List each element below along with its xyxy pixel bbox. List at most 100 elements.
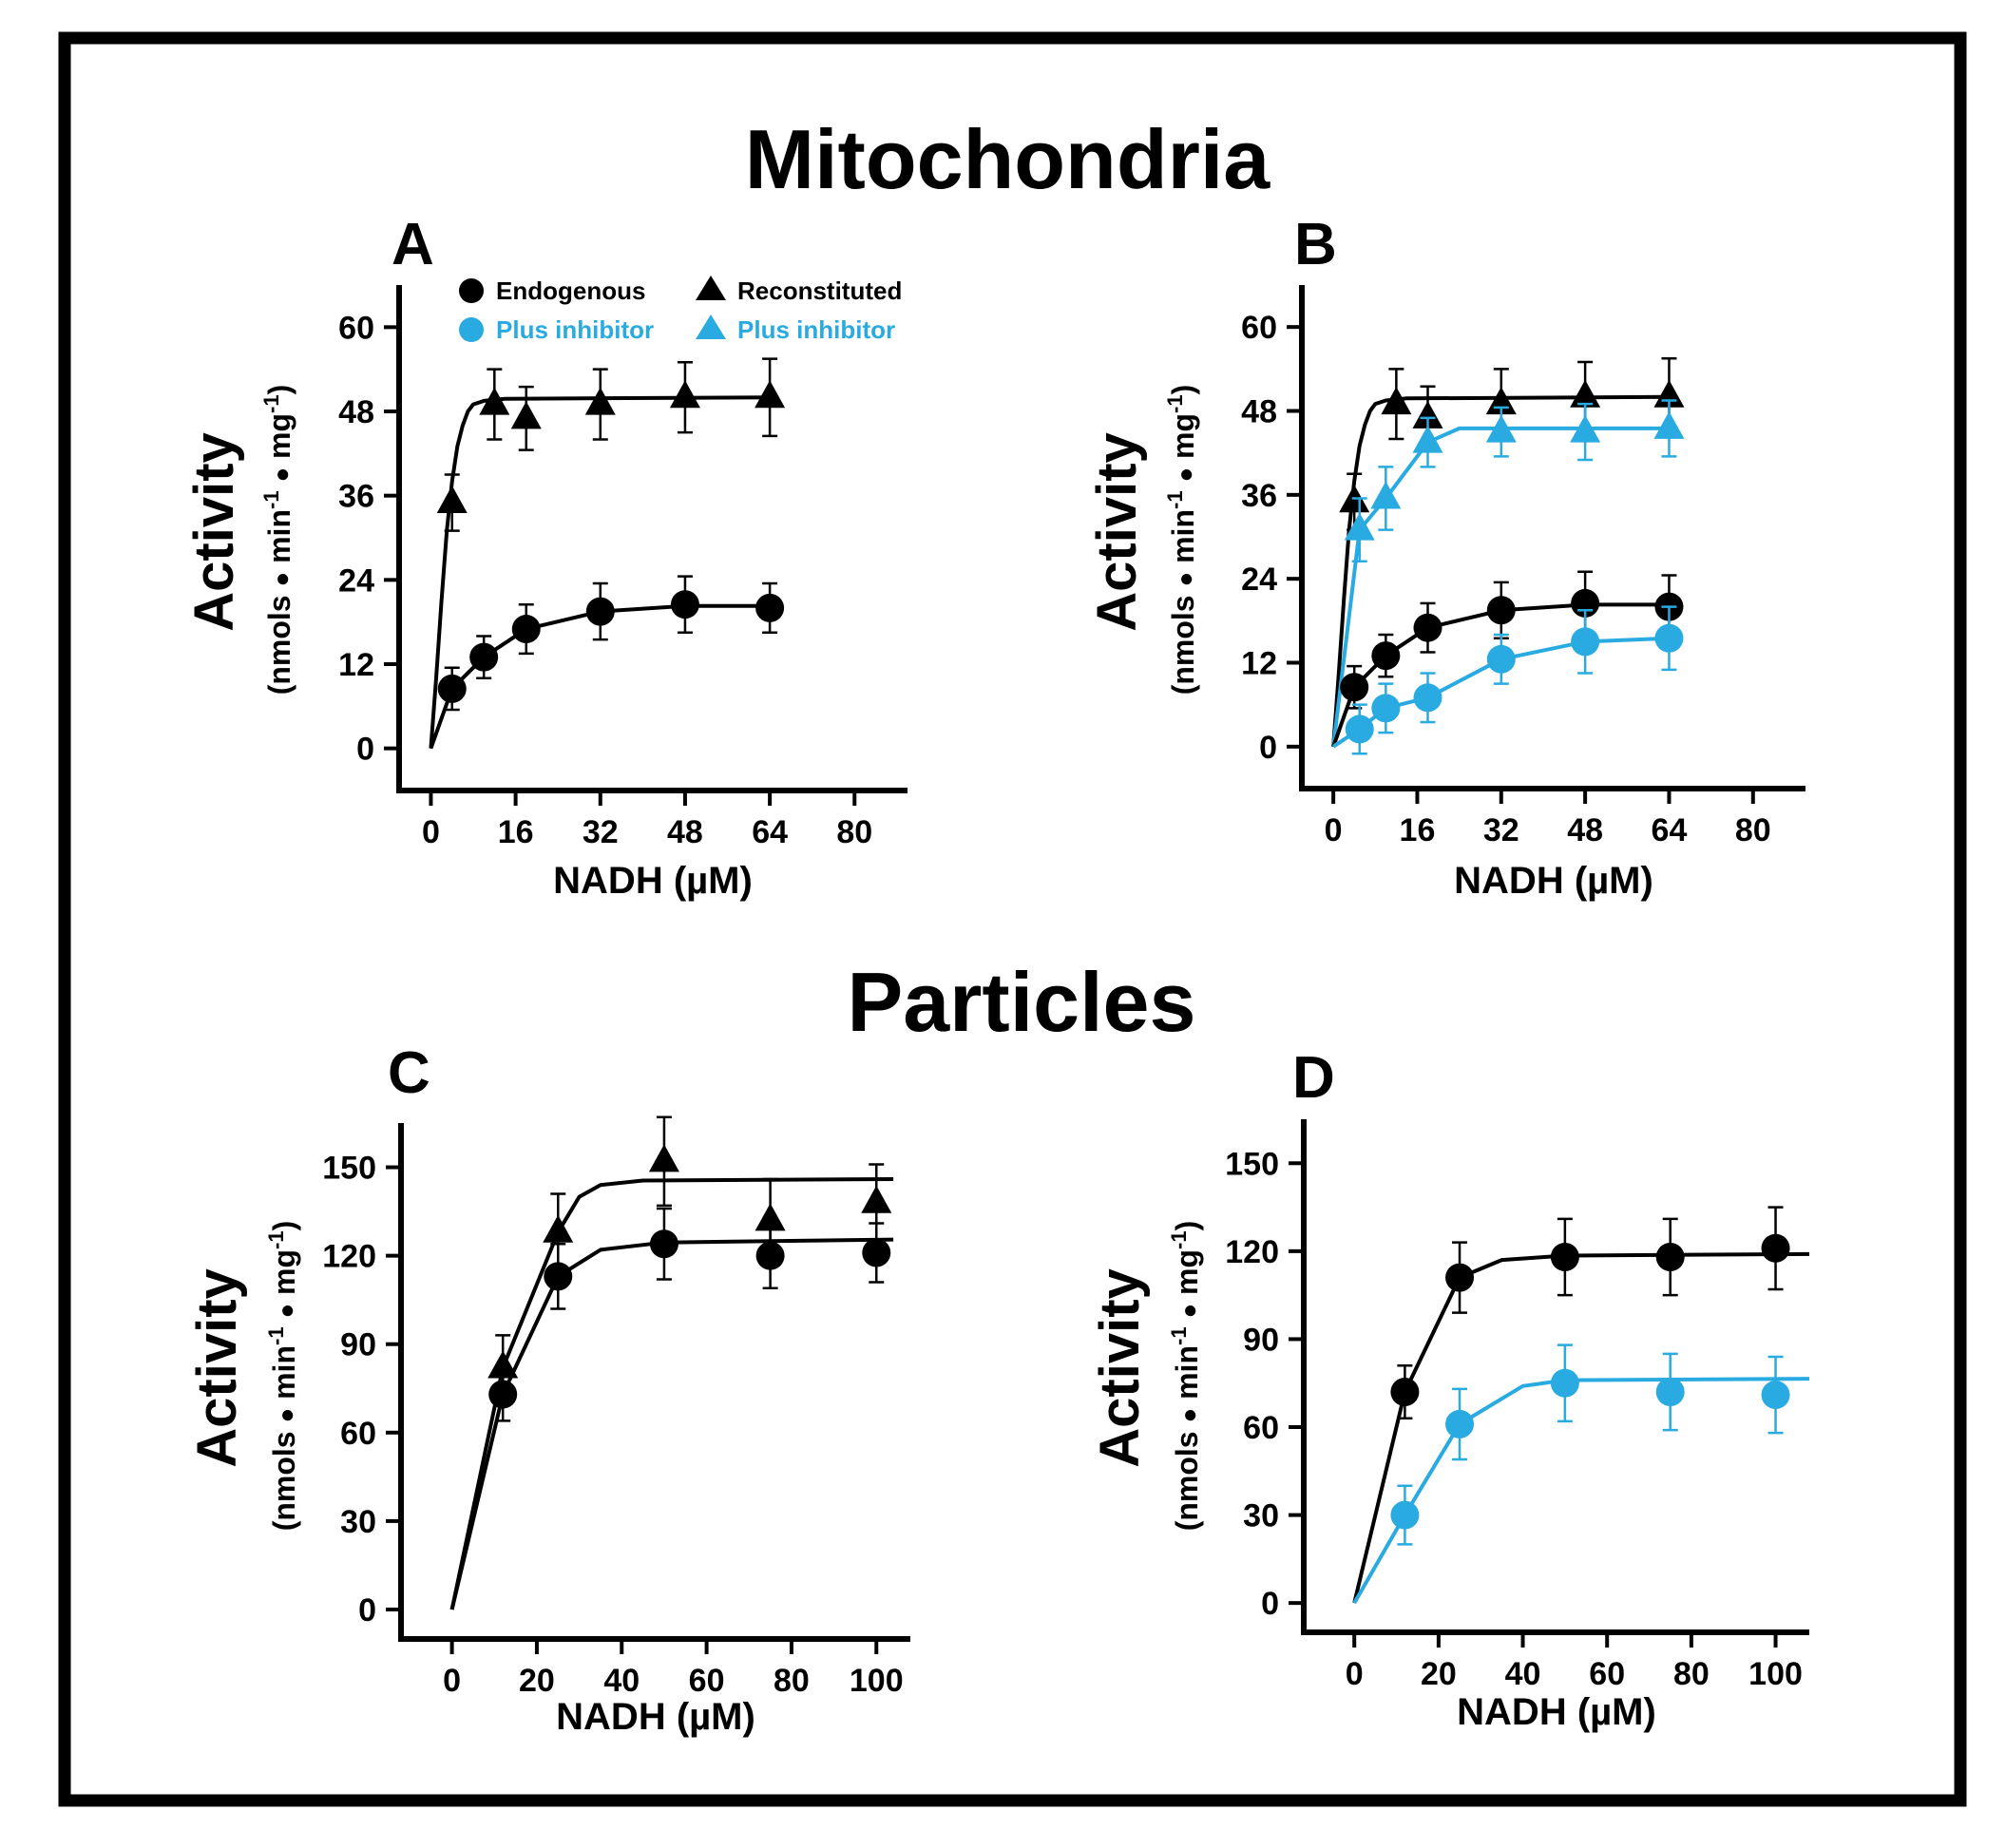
x-tick-label: 16 (498, 814, 534, 850)
legend-label-endogenous: Endogenous (496, 276, 645, 305)
legend-marker-plus-inhibitor-triangle (696, 314, 726, 339)
x-tick-label: 60 (689, 1663, 725, 1699)
x-tick-label: 80 (774, 1663, 810, 1699)
data-point (1570, 379, 1601, 408)
y-units-part (267, 1319, 301, 1327)
y-units-part (1166, 483, 1200, 491)
data-point (1371, 641, 1401, 671)
data-point (1486, 644, 1516, 674)
data-point (755, 380, 786, 409)
y-units-part: ) (1170, 1221, 1204, 1231)
data-point (469, 642, 499, 672)
y-units-part: ● (272, 1408, 300, 1423)
y-units-part: -1 (1167, 1326, 1191, 1345)
data-point (585, 597, 615, 626)
data-point (543, 1214, 574, 1243)
y-tick-label: 24 (338, 562, 374, 599)
y-tick-label: 120 (1225, 1234, 1279, 1270)
x-tick-label: 20 (519, 1663, 555, 1699)
y-axis-units: (nmols ● min-1 ● mg-1) (259, 385, 297, 695)
x-tick-label: 48 (667, 814, 703, 850)
y-units-part: ● (272, 1304, 300, 1319)
fit-line (1352, 1251, 1810, 1604)
legend-label-plus-inhibitor-triangle: Plus inhibitor (737, 315, 895, 344)
x-axis-title: NADH (µM) (1454, 860, 1653, 902)
data-point (649, 1229, 678, 1259)
data-point (1761, 1233, 1790, 1263)
y-tick-label: 24 (1241, 562, 1277, 598)
series-1 (1331, 399, 1685, 748)
x-tick-label: 80 (1735, 812, 1771, 848)
data-point (669, 380, 700, 409)
y-units-part: -1 (1163, 490, 1187, 509)
x-axis-title: NADH (µM) (556, 1696, 755, 1738)
data-point (1413, 613, 1442, 642)
x-tick-label: 100 (850, 1663, 904, 1699)
y-axis-title: Activity (183, 432, 245, 632)
y-units-part: mg (1170, 1249, 1204, 1304)
legend-marker-plus-inhibitor-circle (459, 317, 484, 342)
data-point (755, 1241, 785, 1270)
data-point (487, 1350, 519, 1379)
data-point (488, 1380, 518, 1409)
x-tick-label: 64 (752, 814, 788, 850)
data-point (1413, 683, 1442, 713)
y-units-part: ● (1171, 572, 1199, 587)
data-point (755, 593, 785, 622)
y-units-part: ● (1175, 1408, 1203, 1423)
y-tick-label: 120 (322, 1239, 376, 1275)
series-1 (1352, 1343, 1810, 1605)
y-tick-label: 0 (1261, 1586, 1279, 1622)
data-point (1371, 694, 1401, 723)
legend: Endogenous Plus inhibitor Reconstituted … (459, 276, 902, 344)
legend-marker-reconstituted (696, 276, 726, 300)
y-tick-label: 150 (322, 1151, 376, 1187)
panel-label-c: C (388, 1040, 430, 1106)
y-axis-title: Activity (186, 1268, 248, 1468)
data-point (648, 1144, 679, 1172)
y-units-part: -1 (259, 394, 283, 413)
data-point (436, 486, 468, 514)
y-units-part (1170, 1319, 1204, 1327)
y-tick-label: 60 (338, 310, 374, 346)
x-axis-title: NADH (µM) (553, 860, 753, 902)
y-tick-label: 90 (1243, 1322, 1279, 1358)
y-units-part: ) (1166, 385, 1200, 395)
data-point (1445, 1263, 1475, 1292)
y-tick-label: 30 (340, 1504, 376, 1540)
data-point (1345, 714, 1374, 744)
panel-label-d: D (1292, 1045, 1335, 1111)
x-tick-label: 64 (1652, 812, 1688, 848)
y-units-part: min (1170, 1345, 1204, 1408)
panel-label-a: A (392, 212, 434, 277)
data-point (479, 387, 510, 415)
y-units-part: mg (262, 413, 296, 467)
series-1 (449, 1207, 894, 1610)
data-point (1412, 425, 1443, 453)
data-point (584, 387, 616, 415)
x-tick-label: 40 (1505, 1656, 1541, 1692)
data-point (511, 615, 541, 644)
data-point (544, 1262, 573, 1291)
data-point (1390, 1500, 1420, 1530)
y-units-part: ) (262, 385, 296, 395)
series-3 (1331, 605, 1684, 755)
data-point (670, 590, 699, 619)
data-point (1381, 387, 1412, 415)
x-tick-label: 100 (1748, 1656, 1803, 1692)
y-units-part: (nmols (262, 587, 296, 695)
y-tick-label: 48 (338, 394, 374, 430)
x-tick-label: 32 (583, 814, 619, 850)
x-tick-label: 0 (443, 1663, 461, 1699)
y-tick-label: 150 (1225, 1146, 1279, 1182)
x-axis-title: NADH (µM) (1457, 1691, 1656, 1733)
y-units-part: min (262, 509, 296, 572)
data-point (1344, 512, 1375, 541)
y-units-part (262, 483, 296, 491)
y-axis-title: Activity (1089, 1268, 1151, 1468)
x-tick-label: 20 (1421, 1656, 1457, 1692)
panel-d: 0 30 60 90 120 150 0 20 40 60 80 100 NADH (µM) Activi… (1089, 1119, 1810, 1733)
y-axis-title: Activity (1086, 432, 1148, 632)
